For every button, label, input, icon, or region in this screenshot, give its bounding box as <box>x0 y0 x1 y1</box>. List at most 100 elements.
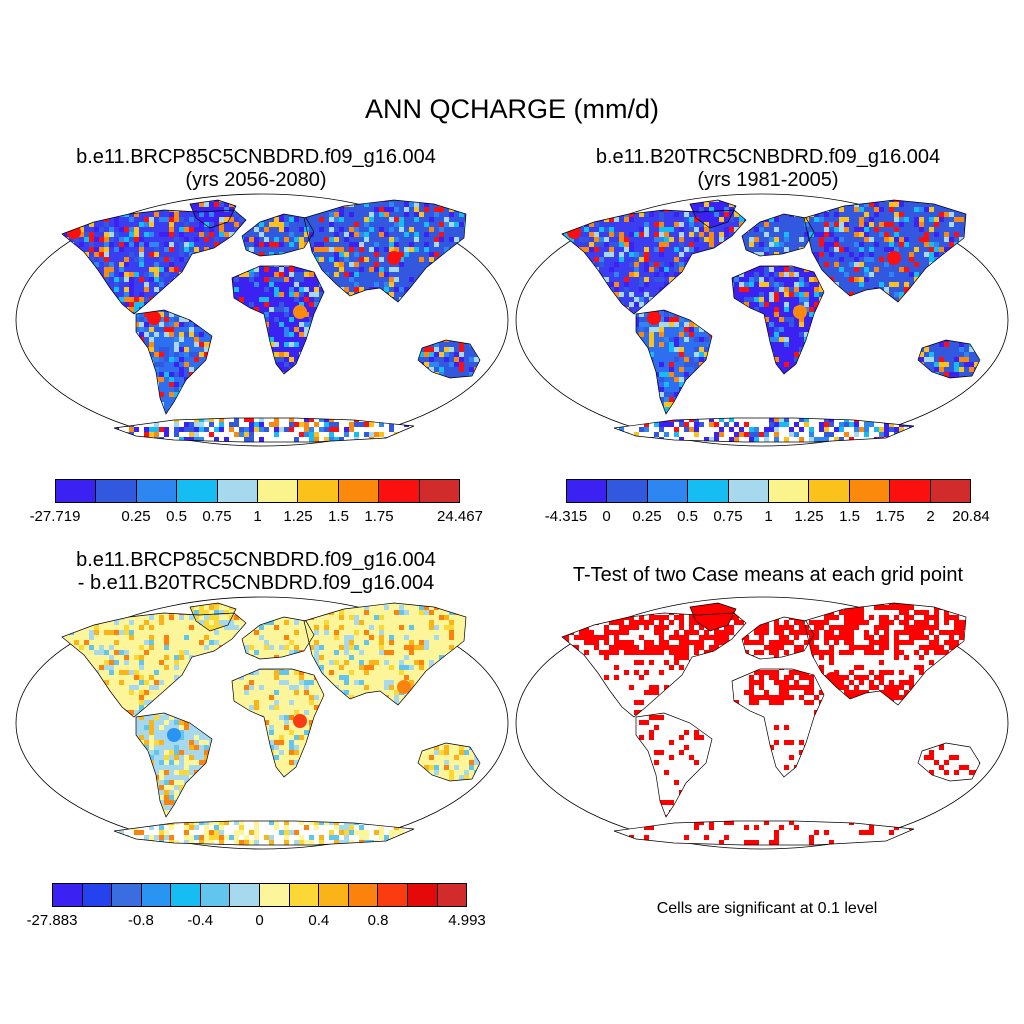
colorbar-tick-label: 0 <box>255 912 264 929</box>
land-south-america <box>636 713 712 817</box>
colorbar-tick-label: 1.75 <box>875 508 905 525</box>
colorbar-tick-label: 1.5 <box>839 508 860 525</box>
colorbar-tick-label: 0.5 <box>166 508 187 525</box>
colorbar-box <box>141 884 172 906</box>
panel-title-line2: - b.e11.B20TRC5CNBDRD.f09_g16.004 <box>77 572 435 594</box>
panel-title-bottom-right: T-Test of two Case means at each grid po… <box>572 564 964 586</box>
map-difference-qcharge <box>15 596 509 850</box>
colorbar-box <box>260 884 290 906</box>
colorbar-box <box>289 884 320 906</box>
coastline-greenland <box>689 199 737 229</box>
colorbar-tick-label: 1 <box>764 508 773 525</box>
colorbar-box <box>136 480 178 502</box>
significance-note: Cells are significant at 0.1 level <box>656 900 878 917</box>
colorbar-box <box>809 480 850 502</box>
coastline-north-america <box>561 209 747 315</box>
colorbar-tick-label: 0.75 <box>713 508 743 525</box>
colorbar-tick-label: 0.5 <box>677 508 698 525</box>
colorbar-box <box>378 884 408 906</box>
colorbar-tick-label: 1.25 <box>794 508 824 525</box>
colorbar-box <box>348 884 379 906</box>
colorbar-boxes <box>55 479 460 503</box>
coastline-asia <box>803 602 967 706</box>
colorbar-box <box>53 884 83 906</box>
colorbar-box <box>379 480 420 502</box>
colorbar-box <box>419 480 460 502</box>
coastline-south-america <box>135 309 213 415</box>
colorbar-box <box>96 480 137 502</box>
colorbar-tick-label: 0.75 <box>202 508 232 525</box>
map-future-qcharge <box>15 193 509 447</box>
colorbar-box <box>82 884 113 906</box>
coastline-south-america <box>635 309 713 415</box>
colorbar-tick-label: 0.4 <box>308 912 330 929</box>
colorbar-boxes <box>566 479 971 503</box>
colorbar-tick-label: -0.4 <box>187 912 214 929</box>
colorbar-box <box>298 480 339 502</box>
panel-title-top-right: b.e11.B20TRC5CNBDRD.f09_g16.004 (yrs 198… <box>512 146 1024 192</box>
coastline-australia <box>417 742 481 782</box>
coastline-australia <box>917 742 981 782</box>
panel-title-line1: b.e11.BRCP85C5CNBDRD.f09_g16.004 <box>76 146 436 168</box>
colorbar-boxes <box>52 883 467 907</box>
colorbar-box <box>258 480 299 502</box>
colorbar-box <box>607 480 648 502</box>
coastline-australia <box>417 339 481 379</box>
colorbar-box <box>930 480 971 502</box>
colorbar-box <box>217 480 259 502</box>
colorbar-box <box>769 480 810 502</box>
colorbar-box <box>230 884 261 906</box>
colorbar-tick-label: 20.84 <box>952 508 990 525</box>
panel-title-bottom-left: b.e11.BRCP85C5CNBDRD.f09_g16.004 - b.e11… <box>0 549 512 595</box>
coastline-antarctica <box>113 417 415 443</box>
colorbar-box <box>112 884 142 906</box>
colorbar-box <box>200 884 231 906</box>
colorbar-box <box>688 480 729 502</box>
colorbar-tick-label: 1.25 <box>283 508 313 525</box>
colorbar-tick-label: 4.993 <box>448 912 486 929</box>
coastline-north-america <box>61 209 247 315</box>
colorbar-box <box>437 884 467 906</box>
colorbar-tick-label: 1.5 <box>328 508 349 525</box>
coastline-greenland <box>189 602 237 632</box>
colorbar-box <box>177 480 218 502</box>
panel-title-line2: (yrs 2056-2080) <box>185 169 327 191</box>
coastline-africa <box>731 668 825 778</box>
coastline-south-america <box>135 712 213 818</box>
coastline-greenland <box>689 602 737 632</box>
colorbar-tick-label: -0.8 <box>127 912 154 929</box>
colorbar-tick-label: -4.315 <box>544 508 588 525</box>
colorbar-tick-label: 0.8 <box>367 912 389 929</box>
coastline-north-america <box>561 612 747 718</box>
map-historical-qcharge <box>515 193 1009 447</box>
coastline-north-america <box>61 612 247 718</box>
coastline-antarctica <box>113 820 415 846</box>
coastline-south-america <box>635 712 713 818</box>
coastline-asia <box>303 602 467 706</box>
coastline-africa <box>231 668 325 778</box>
colorbar-bottom-left: -27.883 -0.8 -0.4 0 0.4 0.8 4.993 <box>27 883 486 929</box>
colorbar-box <box>56 480 97 502</box>
coastline-asia <box>303 199 467 303</box>
figure-title: ANN QCHARGE (mm/d) <box>364 94 659 124</box>
colorbar-tick-label: -27.719 <box>29 508 81 525</box>
coastline-australia <box>917 339 981 379</box>
colorbar-box <box>407 884 438 906</box>
colorbar-box <box>849 480 891 502</box>
colorbar-box <box>319 884 349 906</box>
colorbar-tick-label: 1 <box>253 508 262 525</box>
colorbar-tick-label: 0.25 <box>121 508 151 525</box>
colorbar-box <box>890 480 931 502</box>
colorbar-box <box>647 480 689 502</box>
colorbar-box <box>338 480 380 502</box>
colorbar-top-right: -4.315 0 0.25 0.5 0.75 1 1.25 1.5 1.75 2 20.84 <box>545 479 990 525</box>
panel-title-line2: (yrs 1981-2005) <box>697 169 839 191</box>
coastline-africa <box>731 265 825 375</box>
colorbar-tick-label: 24.467 <box>437 508 483 525</box>
colorbar-box <box>728 480 770 502</box>
panel-title-line1: b.e11.B20TRC5CNBDRD.f09_g16.004 <box>595 146 941 168</box>
colorbar-tick-label: 1.75 <box>364 508 394 525</box>
colorbar-tick-label: 0.25 <box>632 508 662 525</box>
coastline-antarctica <box>613 417 915 443</box>
colorbar-tick-label: 0 <box>602 508 611 525</box>
